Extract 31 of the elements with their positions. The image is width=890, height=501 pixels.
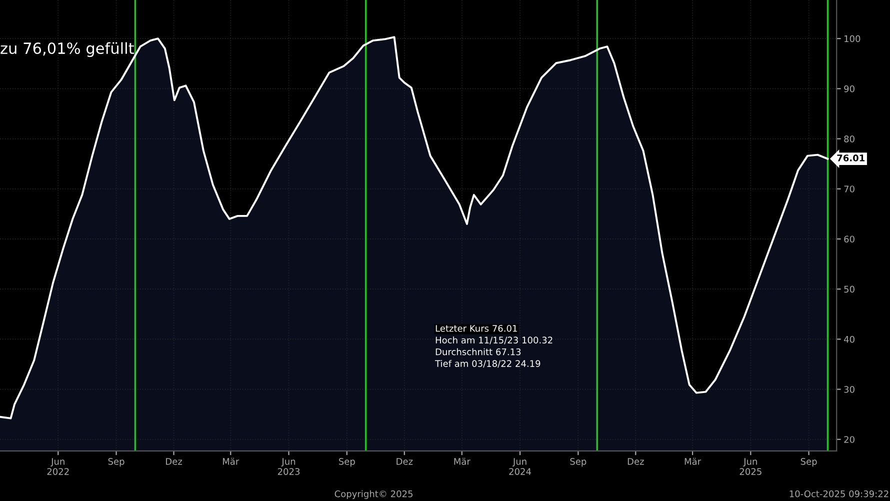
x-tick-label: Jun 2022 — [47, 458, 69, 475]
y-tick-label: 70 — [844, 186, 854, 192]
x-tick-label: Dez — [166, 458, 182, 465]
x-tick-label: Jun 2023 — [278, 458, 300, 475]
x-tick-label: Jun 2025 — [740, 458, 762, 475]
text: 10-Oct-2025 09:39:22 — [790, 490, 888, 498]
y-tick-label: 50 — [844, 286, 854, 293]
annotation: Letzter Kurs 76.01 — [436, 324, 517, 332]
x-tick-label: Dez — [396, 458, 413, 465]
x-tick-label: Mär — [223, 458, 240, 465]
y-tick-label: 90 — [844, 85, 854, 92]
annotation: Hoch am 11/15/23 100.32 — [436, 336, 552, 344]
annotation: Tief am 03/18/22 24.19 — [435, 360, 540, 368]
y-tick-label: 20 — [844, 436, 854, 443]
x-tick-label: Mär — [684, 458, 702, 465]
y-tick-label: 60 — [844, 236, 854, 243]
x-tick-label: Sep — [108, 458, 124, 467]
y-tick-label: 100 — [844, 35, 860, 42]
x-tick-label: Sep — [570, 458, 586, 467]
x-tick-label: Sep — [800, 458, 817, 467]
annotation: Durchschnitt 67.13 — [436, 348, 521, 356]
y-tick-label: 40 — [844, 336, 854, 343]
x-tick-label: Jun 2024 — [509, 458, 532, 475]
x-tick-label: Dez — [628, 458, 644, 465]
text: Copyright© 2025 — [334, 490, 413, 499]
text: zu 76,01% gefüllt — [0, 42, 134, 57]
x-tick-label: Mär — [454, 458, 470, 465]
x-tick-label: Sep — [338, 458, 355, 467]
annotation: 76.01 — [837, 154, 865, 162]
y-tick-label: 80 — [844, 136, 854, 142]
y-tick-label: 30 — [844, 386, 854, 393]
